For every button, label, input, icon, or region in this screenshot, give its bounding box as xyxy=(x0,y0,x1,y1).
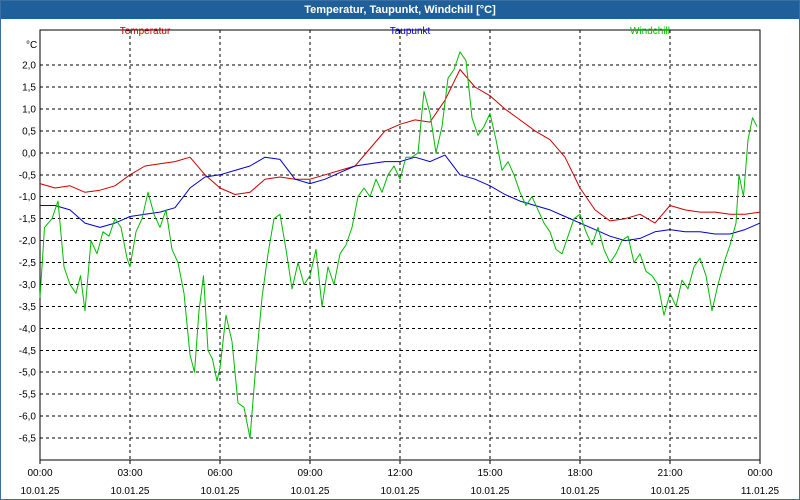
legend: Temperatur Taupunkt Windchill xyxy=(120,26,670,37)
y-tick-label: -1,5 xyxy=(19,214,37,225)
y-tick-label: -5,5 xyxy=(19,390,37,401)
x-tick-label-time: 00:00 xyxy=(747,468,772,479)
legend-label-windchill: Windchill xyxy=(630,26,670,37)
y-tick-label: 1,0 xyxy=(22,104,36,115)
y-tick-label: 1,5 xyxy=(22,83,36,94)
axes: 2,0 1,5 1,0 0,5 0,0 -0,5 -1,0 -1,5 -2,0 -2,5 -3,0 -… xyxy=(19,29,780,497)
x-tick-label-date: 10.01.25 xyxy=(561,486,600,497)
y-tick-label: -2,0 xyxy=(19,236,37,247)
x-tick-label-time: 12:00 xyxy=(387,468,412,479)
y-tick-label: -4,5 xyxy=(19,346,37,357)
series-line-windchill xyxy=(39,51,758,439)
x-tick-label-time: 00:00 xyxy=(27,468,52,479)
x-tick-label-time: 18:00 xyxy=(567,468,592,479)
x-tick-label-date: 10.01.25 xyxy=(381,486,420,497)
x-tick-label-date: 10.01.25 xyxy=(651,486,690,497)
y-tick-label: -6,0 xyxy=(19,412,37,423)
y-tick-label: 0,5 xyxy=(22,126,36,137)
x-tick-label-time: 15:00 xyxy=(477,468,502,479)
series-line-taupunkt xyxy=(40,154,761,242)
legend-label-taupunkt: Taupunkt xyxy=(390,26,431,37)
grid xyxy=(40,30,760,460)
plot-frame xyxy=(39,29,761,461)
y-tick-label: -2,5 xyxy=(19,258,37,269)
y-tick-label: -4,0 xyxy=(19,324,37,335)
x-tick-label-date: 10.01.25 xyxy=(111,486,150,497)
series xyxy=(39,51,761,439)
y-tick-label: 0,0 xyxy=(22,148,36,159)
x-tick-label-date: 10.01.25 xyxy=(21,486,60,497)
y-tick-label: 2,0 xyxy=(22,61,36,72)
series-line-temperatur xyxy=(39,69,761,224)
chart-title: Temperatur, Taupunkt, Windchill [°C] xyxy=(1,1,799,19)
x-tick-label-date: 10.01.25 xyxy=(291,486,330,497)
x-tick-label-time: 09:00 xyxy=(297,468,322,479)
x-tick-label-date: 10.01.25 xyxy=(471,486,510,497)
y-axis-label: °C xyxy=(26,40,37,51)
x-tick-label-time: 03:00 xyxy=(117,468,142,479)
legend-label-temperatur: Temperatur xyxy=(120,26,171,37)
y-tick-label: -0,5 xyxy=(19,170,37,181)
y-tick-label: -5,0 xyxy=(19,368,37,379)
y-tick-label: -1,0 xyxy=(19,192,37,203)
x-tick-label-time: 06:00 xyxy=(207,468,232,479)
y-tick-label: -6,5 xyxy=(19,434,37,445)
x-tick-label-time: 21:00 xyxy=(657,468,682,479)
y-tick-label: -3,5 xyxy=(19,302,37,313)
x-tick-label-date: 10.01.25 xyxy=(201,486,240,497)
x-tick-label-date: 11.01.25 xyxy=(741,486,780,497)
y-tick-label: -3,0 xyxy=(19,280,37,291)
